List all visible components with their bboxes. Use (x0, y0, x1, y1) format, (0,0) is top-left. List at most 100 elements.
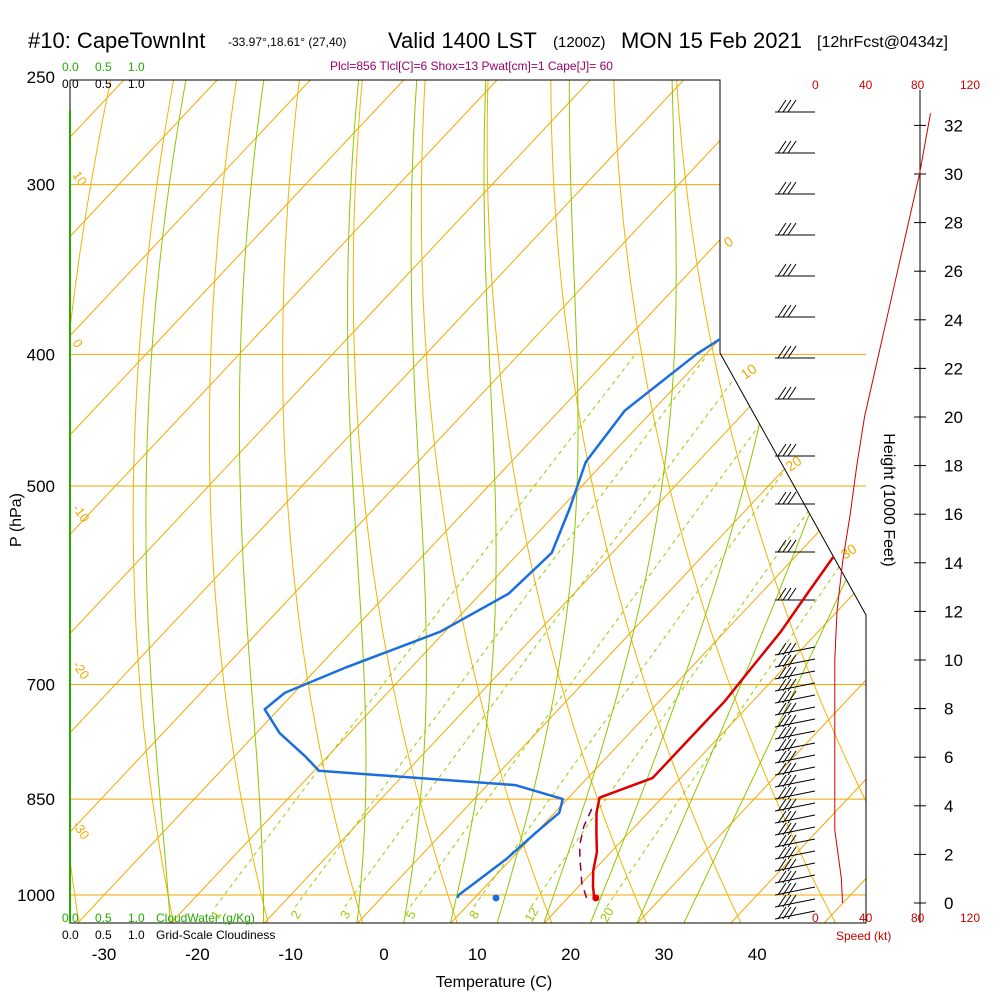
temperature-tick-label: -20 (185, 945, 210, 964)
wind-barb-flag (777, 642, 787, 656)
svg-text:0: 0 (812, 78, 819, 92)
mixing-ratio-lines (215, 353, 866, 908)
height-axis-label: Height (1000 Feet) (880, 433, 897, 566)
isotherm-label: 0 (70, 336, 86, 351)
pressure-ticks: 1000 850 700 500 400 300 250 (17, 68, 55, 905)
theta-label: 30 (838, 540, 860, 562)
mixing-ratio-line (344, 354, 753, 907)
wind-barb-flag (782, 539, 792, 553)
temperature-ticks: -30 -20 -10 0 10 20 30 40 (92, 945, 767, 964)
isotherm-line (264, 80, 866, 923)
wind-barb-flag (782, 181, 792, 195)
wind-barb (775, 539, 815, 553)
height-tick-label: 32 (944, 116, 963, 135)
wind-barb-flag (782, 810, 792, 824)
wind-barb-flag (777, 774, 787, 788)
wind-barb-flag (787, 894, 797, 908)
wind-barb (775, 99, 815, 113)
wind-barb-flag (777, 539, 787, 553)
utc-time: (1200Z) (553, 34, 606, 51)
wind-barb-shaft (774, 658, 816, 668)
wind-barb (774, 738, 816, 752)
wind-barb (775, 222, 815, 236)
dry-adiabat-line (985, 53, 1000, 924)
wind-barb-flag (782, 678, 792, 692)
wind-barb (774, 822, 816, 836)
wind-barb-flag (782, 870, 792, 884)
svg-text:120: 120 (960, 911, 980, 925)
wind-barb-flag (787, 222, 797, 236)
isotherm-label: -30 (70, 818, 93, 842)
mixing-ratio-label: 3 (337, 908, 354, 922)
wind-barb-flag (787, 140, 797, 154)
isotherm-label: -10 (70, 501, 93, 525)
moist-adiabat-line (145, 80, 187, 923)
wind-barb-flag (777, 822, 787, 836)
wind-barb-shaft (774, 850, 816, 860)
wind-barb (774, 906, 816, 920)
temperature-tick-label: 40 (748, 945, 767, 964)
svg-text:40: 40 (859, 78, 873, 92)
wind-barb-flag (777, 834, 787, 848)
wind-barb-flag (782, 858, 792, 872)
dry-adiabat-lines (70, 53, 1000, 924)
wind-barb-flag (787, 654, 797, 668)
temperature-tick-label: 20 (561, 945, 580, 964)
svg-text:80: 80 (911, 78, 925, 92)
wind-barb-flag (787, 858, 797, 872)
wind-barb-shaft (774, 778, 816, 788)
svg-text:1.0: 1.0 (128, 60, 145, 74)
height-tick-label: 0 (944, 894, 953, 913)
wind-barb-shaft (774, 910, 816, 920)
wind-barb-shaft (774, 742, 816, 752)
wind-barb (774, 858, 816, 872)
isotherm-line (543, 80, 866, 923)
wind-barb-flag (787, 762, 797, 776)
height-tick-label: 16 (944, 505, 963, 524)
dry-adiabat-line (352, 80, 458, 923)
dry-adiabat-line (798, 80, 866, 923)
wind-barb-flag (782, 99, 792, 113)
wind-barb-flag (787, 786, 797, 800)
wind-barb-flag (787, 738, 797, 752)
wind-barb-flag (787, 678, 797, 692)
valid-time: Valid 1400 LST (388, 28, 537, 53)
wind-barb-flag (777, 443, 787, 457)
wind-barb (774, 714, 816, 728)
wind-barb-flag (777, 786, 787, 800)
wind-barb-flag (787, 491, 797, 505)
wind-barb-flag (787, 774, 797, 788)
wind-barb (774, 750, 816, 764)
temperature-tick-label: -30 (92, 945, 117, 964)
speed-ticks-bottom: 0 40 80 120 Speed (kt) (812, 911, 980, 943)
wind-barb-shaft (774, 814, 816, 824)
mixing-ratio-label: 8 (466, 908, 483, 922)
wind-barb (774, 786, 816, 800)
moist-adiabat-line (683, 80, 866, 923)
svg-text:80: 80 (911, 911, 925, 925)
wind-barb-flag (777, 345, 787, 359)
svg-text:0.0: 0.0 (62, 928, 79, 942)
mixing-ratio-line (294, 353, 709, 907)
mixing-ratio-label: 12 (521, 905, 541, 925)
plot-frame (69, 79, 867, 924)
wind-barb-flag (782, 750, 792, 764)
svg-text:0.0: 0.0 (62, 911, 79, 925)
temperature-trace (591, 121, 866, 898)
wind-barb-flag (777, 858, 787, 872)
wind-barb (774, 846, 816, 860)
svg-text:0.0: 0.0 (62, 77, 79, 91)
wind-barb (775, 443, 815, 457)
mixing-ratio-line (215, 353, 636, 908)
temperature-tick-label: 30 (654, 945, 673, 964)
wind-barb-flag (787, 587, 797, 601)
height-tick-label: 30 (944, 165, 963, 184)
wind-barb (774, 726, 816, 740)
wind-barb-flag (777, 798, 787, 812)
svg-text:0.5: 0.5 (95, 77, 112, 91)
dry-adiabat-line (208, 80, 269, 923)
isobar-lines (70, 184, 866, 896)
wind-barb (774, 690, 816, 704)
pressure-tick-label: 850 (27, 790, 55, 809)
